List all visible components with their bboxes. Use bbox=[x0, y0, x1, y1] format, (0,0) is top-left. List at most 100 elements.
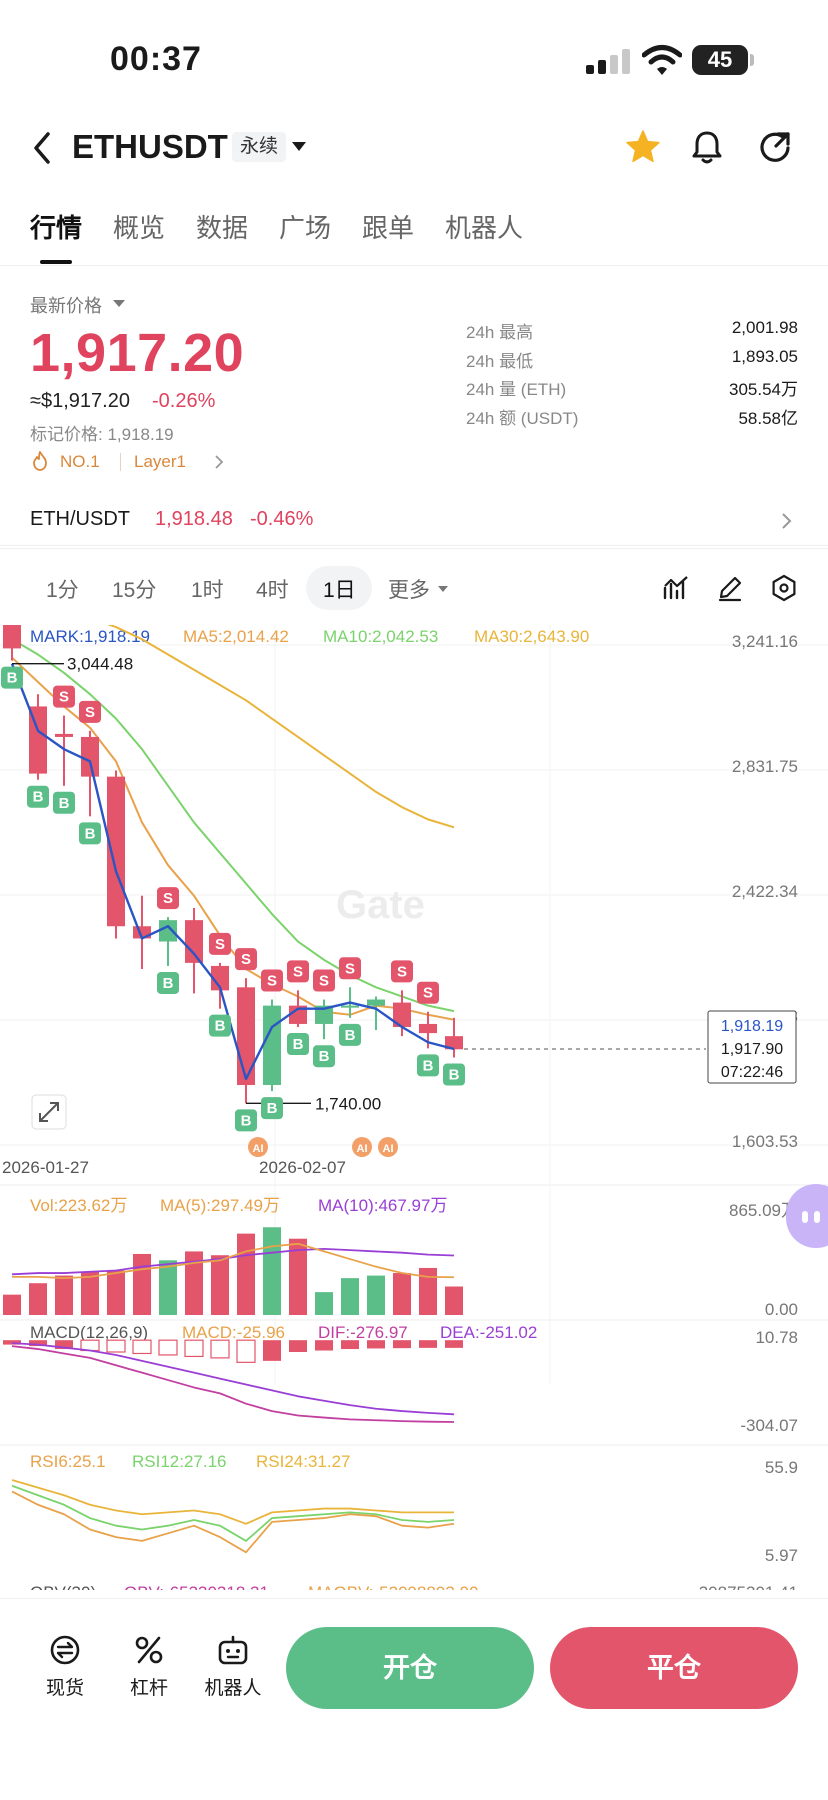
rsi24-legend: RSI24:31.27 bbox=[256, 1452, 351, 1471]
volume-bar bbox=[29, 1283, 47, 1315]
signal-marker bbox=[209, 1014, 231, 1037]
macd-histogram-bar bbox=[367, 1340, 385, 1349]
tab-market[interactable]: 行情 bbox=[30, 213, 83, 243]
spot-link-row[interactable]: ETH/USDT 1,918.48 -0.46% bbox=[0, 500, 828, 546]
signal-marker bbox=[417, 981, 439, 1004]
interval-more[interactable]: 更多 bbox=[388, 579, 430, 602]
signal-label: B bbox=[267, 1100, 278, 1117]
tab-bots[interactable]: 机器人 bbox=[445, 213, 524, 243]
status-bar: 00:37 45 bbox=[0, 0, 828, 110]
macd-histogram-bar bbox=[263, 1340, 281, 1361]
volume-bar bbox=[185, 1251, 203, 1315]
interval-1m[interactable]: 1分 bbox=[46, 579, 79, 602]
candle-body bbox=[289, 1005, 307, 1024]
signal-label: B bbox=[7, 670, 18, 687]
interval-1d[interactable]: 1日 bbox=[323, 579, 356, 602]
signal-label: S bbox=[423, 985, 433, 1002]
rsi12-legend: RSI12:27.16 bbox=[132, 1452, 227, 1471]
stat-value: 2,001.98 bbox=[731, 318, 798, 337]
tab-overview[interactable]: 概览 bbox=[113, 213, 166, 243]
signal-label: B bbox=[241, 1112, 252, 1129]
macd-histogram-bar bbox=[419, 1340, 437, 1348]
macd-histogram-bar bbox=[445, 1340, 463, 1348]
mark-price: 标记价格: 1,918.19 bbox=[30, 425, 174, 444]
bot-button[interactable]: 机器人 bbox=[198, 1633, 268, 1700]
watermark: Gate bbox=[336, 883, 425, 927]
low-annotation: 1,740.00 bbox=[315, 1094, 381, 1113]
tab-copy-trade[interactable]: 跟单 bbox=[362, 213, 415, 243]
y-axis-label: 2,422.34 bbox=[732, 882, 798, 901]
signal-label: B bbox=[449, 1067, 460, 1084]
spot-pair-label: ETH/USDT bbox=[30, 508, 130, 530]
stat-row-turnover: 24h 额 (USDT) 58.58亿 bbox=[466, 404, 798, 433]
volume-ma10-legend: MA(10):467.97万 bbox=[318, 1196, 447, 1215]
volume-bar bbox=[55, 1275, 73, 1315]
share-icon[interactable] bbox=[756, 128, 794, 166]
signal-label: S bbox=[85, 704, 95, 721]
indicator-icon[interactable] bbox=[662, 574, 690, 602]
assistant-bubble[interactable] bbox=[786, 1184, 828, 1248]
spot-button[interactable]: 现货 bbox=[30, 1633, 100, 1700]
signal-marker bbox=[157, 971, 179, 994]
macd-histogram-bar bbox=[158, 1339, 178, 1356]
candle-body bbox=[185, 920, 203, 963]
signal-marker bbox=[27, 785, 49, 808]
macd-legend: MACD:-25.96 bbox=[182, 1323, 285, 1342]
legend-label: MA5:2,014.42 bbox=[183, 627, 289, 646]
ai-marker bbox=[248, 1137, 268, 1157]
tab-data[interactable]: 数据 bbox=[196, 213, 249, 243]
interval-1h[interactable]: 1时 bbox=[191, 579, 224, 602]
volume-ma10-line bbox=[11, 1247, 455, 1276]
pair-title[interactable]: ETHUSDT bbox=[72, 128, 228, 165]
interval-15m[interactable]: 15分 bbox=[112, 579, 157, 602]
volume-bar bbox=[341, 1278, 359, 1315]
mark-price-line bbox=[10, 663, 455, 1081]
volume-bar bbox=[211, 1255, 229, 1315]
candle-body bbox=[81, 736, 99, 777]
signal-label: S bbox=[293, 963, 303, 980]
volume-legend: Vol:223.62万 bbox=[30, 1196, 127, 1215]
caret-down-icon[interactable] bbox=[113, 300, 125, 307]
candle-body bbox=[237, 987, 255, 1086]
macd-histogram-bar bbox=[393, 1340, 411, 1349]
candle-body bbox=[3, 625, 21, 649]
price-chart[interactable]: Gate MARK:1,918.19 MA5:2,014.42 MA10:2,042.… bbox=[0, 625, 828, 1590]
volume-bar bbox=[81, 1271, 99, 1315]
close-position-button[interactable]: 平仓 bbox=[550, 1627, 798, 1709]
candle-body bbox=[29, 706, 47, 774]
stat-value: 1,893.05 bbox=[731, 346, 798, 366]
maobv-legend: MAOBV:-52098893.00 bbox=[308, 1583, 478, 1590]
usd-equivalent: ≈$1,917.20 bbox=[30, 390, 130, 412]
stat-row-volume: 24h 量 (ETH) 305.54万 bbox=[466, 375, 798, 404]
dif-line bbox=[11, 1345, 455, 1423]
pen-icon[interactable] bbox=[716, 574, 744, 602]
star-icon[interactable] bbox=[624, 128, 662, 166]
volume-bar bbox=[3, 1294, 21, 1315]
bell-icon[interactable] bbox=[688, 128, 726, 166]
leverage-button[interactable]: 杠杆 bbox=[114, 1633, 184, 1700]
macd-histogram-bar bbox=[29, 1340, 47, 1347]
cellular-signal-icon bbox=[586, 48, 630, 74]
back-icon[interactable] bbox=[28, 128, 58, 168]
interval-4h[interactable]: 4时 bbox=[256, 579, 289, 602]
candle-body bbox=[419, 1023, 437, 1034]
signal-label: S bbox=[163, 890, 173, 907]
stat-value: 58.58亿 bbox=[738, 408, 798, 428]
macd-title: MACD(12,26,9) bbox=[30, 1323, 148, 1342]
ai-label: AI bbox=[253, 1143, 264, 1155]
caret-down-icon[interactable] bbox=[438, 586, 448, 592]
tab-square[interactable]: 广场 bbox=[279, 213, 332, 243]
settings-icon[interactable] bbox=[770, 574, 798, 602]
open-position-button[interactable]: 开仓 bbox=[286, 1627, 534, 1709]
price-change-percent: -0.26% bbox=[152, 390, 216, 412]
high-annotation: 3,044.48 bbox=[67, 655, 133, 674]
obv-axis-label: -30875301.41 bbox=[693, 1583, 798, 1590]
contract-type-badge[interactable]: 永续 bbox=[232, 132, 287, 162]
volume-bar bbox=[107, 1270, 125, 1315]
signal-marker bbox=[53, 685, 75, 708]
active-tab-indicator bbox=[40, 260, 72, 264]
obv-legend: OBV:-65330318.31 bbox=[124, 1583, 269, 1590]
signal-label: S bbox=[319, 973, 329, 990]
latest-price-label[interactable]: 最新价格 bbox=[30, 296, 102, 316]
chevron-down-icon[interactable] bbox=[292, 142, 306, 151]
